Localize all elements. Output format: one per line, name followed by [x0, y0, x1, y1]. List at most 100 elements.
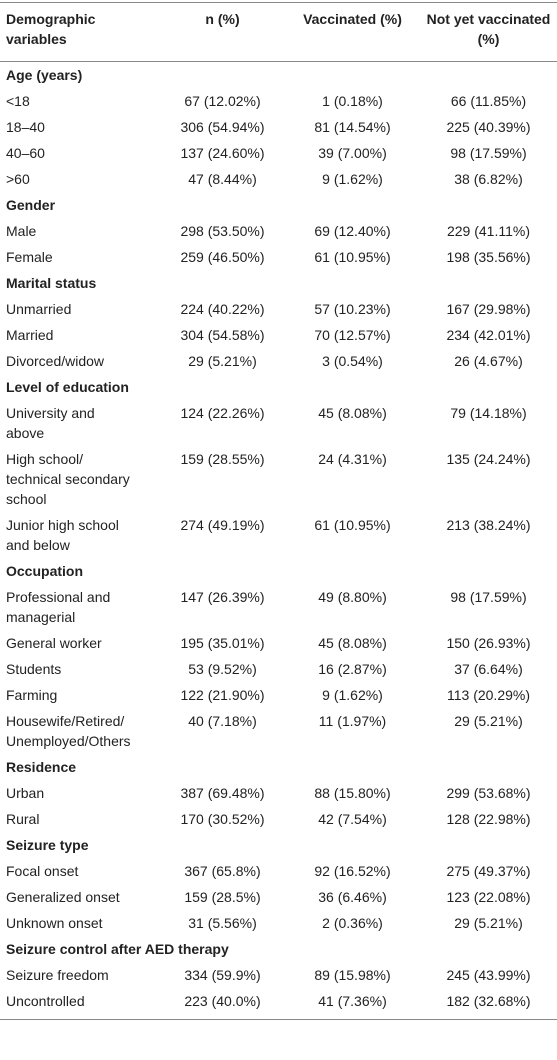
cell: 198 (35.56%) — [446, 249, 531, 265]
cell: 334 (59.9%) — [184, 967, 261, 983]
section-row: Marital status — [0, 270, 557, 296]
cell: 88 (15.80%) — [314, 785, 391, 801]
section-row: Gender — [0, 192, 557, 218]
cell: 53 (9.52%) — [188, 661, 257, 677]
data-row: Male 298 (53.50%) 69 (12.40%) 229 (41.11%) — [0, 218, 557, 244]
section-title: Seizure control after AED therapy — [6, 941, 229, 957]
cell: 213 (38.24%) — [446, 517, 531, 533]
cell: 57 (10.23%) — [314, 301, 391, 317]
cell: 81 (14.54%) — [314, 119, 391, 135]
row-label: Students — [6, 661, 62, 677]
row-label: Urban — [6, 785, 45, 801]
row-label: >60 — [6, 171, 30, 187]
data-row: Professional and managerial 147 (26.39%) 4… — [0, 584, 557, 630]
cell: 274 (49.19%) — [180, 517, 265, 533]
data-row: Farming 122 (21.90%) 9 (1.62%) 113 (20.29%) — [0, 682, 557, 708]
cell: 45 (8.08%) — [318, 635, 387, 651]
row-label: Farming — [6, 687, 58, 703]
section-row: Seizure control after AED therapy — [0, 936, 557, 962]
cell: 61 (10.95%) — [314, 517, 391, 533]
cell: 147 (26.39%) — [180, 589, 265, 605]
section-row: Occupation — [0, 558, 557, 584]
cell: 45 (8.08%) — [318, 405, 387, 421]
data-row: Students 53 (9.52%) 16 (2.87%) 37 (6.64%) — [0, 656, 557, 682]
cell: 61 (10.95%) — [314, 249, 391, 265]
section-row: Age (years) — [0, 62, 557, 89]
cell: 36 (6.46%) — [318, 889, 387, 905]
cell: 9 (1.62%) — [322, 171, 383, 187]
section-title: Occupation — [6, 563, 84, 579]
section-row: Residence — [0, 754, 557, 780]
cell: 229 (41.11%) — [446, 223, 530, 239]
data-row: High school/technical secondary school 15… — [0, 446, 557, 512]
data-row: Focal onset 367 (65.8%) 92 (16.52%) 275 (49… — [0, 858, 557, 884]
cell: 137 (24.60%) — [180, 145, 265, 161]
cell: 40 (7.18%) — [188, 713, 257, 729]
cell: 1 (0.18%) — [322, 93, 383, 109]
data-row: Uncontrolled 223 (40.0%) 41 (7.36%) 182 (32… — [0, 988, 557, 1020]
cell: 367 (65.8%) — [184, 863, 261, 879]
cell: 387 (69.48%) — [180, 785, 265, 801]
row-label: 18–40 — [6, 119, 45, 135]
cell: 92 (16.52%) — [314, 863, 391, 879]
data-row: Generalized onset 159 (28.5%) 36 (6.46%) 12… — [0, 884, 557, 910]
section-title: Residence — [6, 759, 77, 775]
data-row: University and above 124 (22.26%) 45 (8.08… — [0, 400, 557, 446]
cell: 41 (7.36%) — [318, 993, 387, 1009]
cell: 195 (35.01%) — [180, 635, 265, 651]
cell: 306 (54.94%) — [180, 119, 265, 135]
data-row: Urban 387 (69.48%) 88 (15.80%) 299 (53.68%) — [0, 780, 557, 806]
cell: 234 (42.01%) — [446, 327, 531, 343]
cell: 98 (17.59%) — [450, 145, 527, 161]
data-table: Demographic variables n (%) Vaccinated (%)… — [0, 2, 557, 1020]
header-row: Demographic variables n (%) Vaccinated (%)… — [0, 2, 557, 62]
cell: 170 (30.52%) — [180, 811, 265, 827]
section-title: Gender — [6, 197, 56, 213]
row-label: Generalized onset — [6, 889, 120, 905]
row-label: High school/technical secondary school — [6, 451, 130, 507]
data-row: Divorced/widow 29 (5.21%) 3 (0.54%) 26 (4.6… — [0, 348, 557, 374]
cell: 223 (40.0%) — [184, 993, 261, 1009]
section-title: Age (years) — [6, 67, 83, 83]
row-label: Seizure freedom — [6, 967, 109, 983]
data-row: 40–60 137 (24.60%) 39 (7.00%) 98 (17.59%) — [0, 140, 557, 166]
cell: 39 (7.00%) — [318, 145, 387, 161]
cell: 3 (0.54%) — [322, 353, 383, 369]
row-label: Unmarried — [6, 301, 72, 317]
cell: 11 (1.97%) — [318, 713, 387, 729]
cell: 38 (6.82%) — [454, 171, 523, 187]
data-row: 18–40 306 (54.94%) 81 (14.54%) 225 (40.39%) — [0, 114, 557, 140]
cell: 298 (53.50%) — [180, 223, 265, 239]
cell: 26 (4.67%) — [454, 353, 523, 369]
section-row: Seizure type — [0, 832, 557, 858]
row-label: Professional and managerial — [6, 589, 111, 625]
data-row: Married 304 (54.58%) 70 (12.57%) 234 (42.01… — [0, 322, 557, 348]
header-cell: Not yet vaccinated (%) — [420, 2, 557, 62]
row-label: 40–60 — [6, 145, 45, 161]
row-label: <18 — [6, 93, 30, 109]
table-body: Age (years) <18 67 (12.02%) 1 (0.18%) 66 (11… — [0, 62, 557, 1020]
cell: 123 (22.08%) — [446, 889, 531, 905]
cell: 24 (4.31%) — [318, 451, 387, 467]
row-label: Female — [6, 249, 53, 265]
cell: 79 (14.18%) — [450, 405, 527, 421]
row-label: Male — [6, 223, 37, 239]
data-row: Rural 170 (30.52%) 42 (7.54%) 128 (22.98%) — [0, 806, 557, 832]
cell: 29 (5.21%) — [454, 915, 523, 931]
data-row: Seizure freedom 334 (59.9%) 89 (15.98%) 245… — [0, 962, 557, 988]
data-row: General worker 195 (35.01%) 45 (8.08%) 150 … — [0, 630, 557, 656]
cell: 159 (28.55%) — [180, 451, 265, 467]
cell: 37 (6.64%) — [454, 661, 523, 677]
data-row: Unknown onset 31 (5.56%) 2 (0.36%) 29 (5.21… — [0, 910, 557, 936]
cell: 159 (28.5%) — [184, 889, 261, 905]
cell: 42 (7.54%) — [318, 811, 387, 827]
cell: 69 (12.40%) — [314, 223, 391, 239]
section-title: Level of education — [6, 379, 129, 395]
row-label: Divorced/widow — [6, 353, 105, 369]
cell: 135 (24.24%) — [446, 451, 531, 467]
row-label: University and above — [6, 405, 95, 441]
row-label: Uncontrolled — [6, 993, 85, 1009]
data-row: Unmarried 224 (40.22%) 57 (10.23%) 167 (29.… — [0, 296, 557, 322]
cell: 299 (53.68%) — [446, 785, 531, 801]
cell: 122 (21.90%) — [180, 687, 265, 703]
